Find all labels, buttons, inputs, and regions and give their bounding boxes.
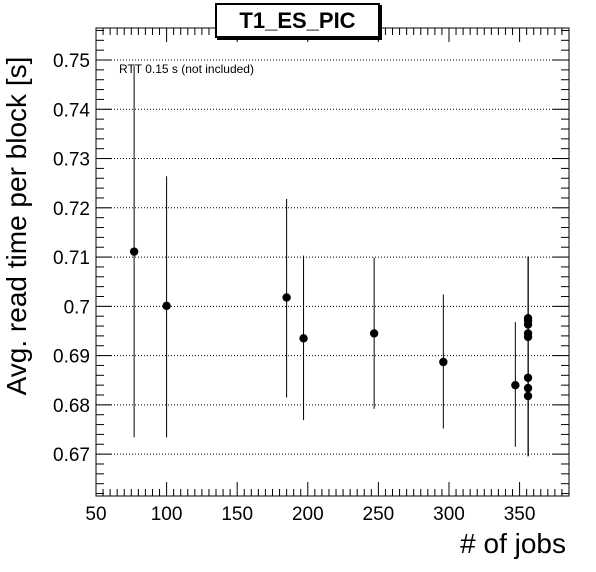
data-point bbox=[299, 334, 308, 343]
gridlines bbox=[96, 59, 569, 455]
x-tick-labels: 50 100 150 200 250 300 350 bbox=[85, 504, 535, 525]
data-point bbox=[282, 293, 291, 302]
x-tick-label: 150 bbox=[221, 504, 253, 525]
x-tick-label: 50 bbox=[85, 504, 106, 525]
chart-title: T1_ES_PIC bbox=[239, 7, 356, 33]
data-point bbox=[129, 247, 139, 256]
y-axis-label: Avg. read time per block [s] bbox=[1, 56, 32, 396]
data-point bbox=[369, 329, 379, 338]
data-point bbox=[523, 332, 533, 342]
data-point bbox=[511, 380, 520, 390]
data-point bbox=[523, 320, 533, 329]
y-tick-label: 0.72 bbox=[53, 199, 90, 220]
y-tick-label: 0.69 bbox=[53, 347, 90, 368]
x-axis-label: # of jobs bbox=[460, 528, 566, 559]
x-tick-label: 300 bbox=[433, 504, 465, 525]
y-tick-labels: 0.67 0.68 0.69 0.7 0.71 0.72 0.73 0.74 0.75 bbox=[53, 51, 90, 466]
y-tick-label: 0.7 bbox=[64, 297, 90, 318]
y-tick-label: 0.67 bbox=[53, 445, 90, 466]
x-tick-label: 200 bbox=[292, 504, 324, 525]
y-tick-label: 0.74 bbox=[53, 100, 90, 121]
chart-annotation: RTT 0.15 s (not included) bbox=[119, 62, 254, 76]
data-points bbox=[129, 247, 533, 401]
y-tick-label: 0.75 bbox=[53, 51, 90, 72]
error-bars bbox=[133, 65, 529, 457]
data-point bbox=[439, 357, 448, 367]
chart-title-box: T1_ES_PIC bbox=[215, 3, 380, 38]
x-tick-label: 350 bbox=[504, 504, 536, 525]
y-tick-label: 0.68 bbox=[53, 396, 90, 417]
data-point bbox=[523, 391, 533, 401]
data-point bbox=[523, 373, 533, 382]
y-tick-label: 0.73 bbox=[53, 150, 90, 171]
data-point bbox=[162, 301, 171, 311]
x-tick-label: 100 bbox=[151, 504, 183, 525]
y-tick-label: 0.71 bbox=[53, 248, 90, 269]
x-tick-label: 250 bbox=[363, 504, 395, 525]
data-point bbox=[523, 383, 533, 393]
